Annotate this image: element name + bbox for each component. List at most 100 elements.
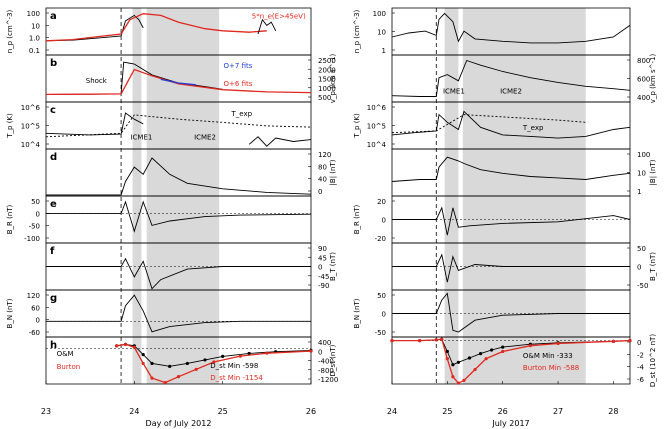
y-axis-label: |B| (nT) [329,159,337,185]
panel-3: 10^6 10^5 10^4 T_p (K) T_exp [353,101,631,150]
y-axis-label: D_st (nT) [329,344,337,376]
y-tick-label: 0.1 [29,47,40,55]
y-tick-label: 50 [31,198,40,206]
y-tick-label: 0 [36,317,40,325]
series-point [501,345,505,349]
series-point [212,360,216,364]
series-line-1 [45,61,223,95]
series-point [434,338,438,342]
annotation-om_name: O&M [57,350,74,358]
annotation-t_exp: T_exp [231,110,253,118]
series-line-3 [160,78,197,86]
y-axis-label: B_T (nT) [649,252,657,281]
annotation-shock: Shock [86,77,108,85]
panel-letter: e [50,199,57,210]
y-tick-label: 50 [377,292,386,300]
series-point [309,349,313,353]
series-point [123,342,128,346]
series-point [265,351,269,355]
y-axis-label: D_st (10^2 nT) [649,334,657,387]
annotation-ann: 5*n_e(E>45eV) [252,12,306,20]
y-tick-label: 0 [318,188,322,196]
y-axis-label: B_R (nT) [353,204,361,234]
series-point [115,344,119,348]
panel-letter: d [50,152,57,163]
y-tick-label: 10^4 [21,141,41,149]
y-tick-label: 1 [637,188,641,196]
series-point [462,378,466,382]
series-point [132,345,136,349]
series-point [390,339,394,343]
series-point [247,351,251,356]
y-tick-label: 100 [373,10,386,18]
y-tick-label: -20 [375,235,386,243]
series-line-1 [392,292,630,333]
y-tick-label: -1200 [318,376,338,384]
y-tick-label: 1500 [318,76,336,84]
panel-frame [391,336,631,385]
x-tick-label: 24 [387,407,397,416]
y-tick-label: -50 [637,282,648,290]
y-tick-label: 60 [31,304,40,312]
y-tick-label: 0 [318,348,322,356]
y-tick-label: 10^6 [367,104,387,112]
series-line-1 [45,112,144,136]
panel-8: 0 -2 -4 -6 D_st (10^2 nT) O&M Min -333 Burton … [390,334,657,387]
y-tick-label: 10 [377,29,386,37]
y-tick-label: 600 [637,76,650,84]
y-tick-label: 120 [27,292,40,300]
series-point [556,341,560,346]
panel-letter: c [50,105,56,116]
y-tick-label: 0 [382,217,386,225]
x-tick-label: 24 [129,407,139,416]
y-tick-label: 80 [318,163,327,171]
annotation-o6: O+6 fits [224,80,253,88]
y-tick-label: 400 [637,94,650,102]
annotation-icme2: ICME2 [194,134,216,142]
series-point [445,349,449,354]
y-axis-label: n_p (cm^-3) [6,9,14,53]
panel-3: 10^6 10^5 10^4 T_p (K) c T_exp ICME1 ICME2 [6,101,312,150]
x-tick-label: 23 [41,407,51,416]
annotation-om_min: O&M Min -333 [523,352,573,360]
y-tick-label: 0 [637,264,641,272]
y-tick-label: -50 [29,223,40,231]
y-tick-label: 0 [318,264,322,272]
panel-7: 120 60 0 -60 B_N (nT) g [6,289,312,338]
panel-letter: h [50,340,57,351]
series-line-2 [45,68,312,96]
annotation-t_exp: T_exp [522,124,544,132]
y-tick-label: 10^5 [21,123,40,131]
y-tick-label: -90 [318,282,329,290]
y-tick-label: 20 [377,198,386,206]
panel-letter: f [50,246,55,257]
panel-letter: b [50,58,57,69]
y-tick-label: 10^5 [367,123,386,131]
series-point [628,339,632,343]
series-point [141,361,145,366]
y-axis-label: T_p (K) [6,113,14,139]
series-point [168,364,172,368]
series-line-2 [391,114,586,134]
series-point [176,375,181,379]
series-point [490,348,494,352]
y-tick-label: -50 [375,329,386,337]
annotation-o7: O+7 fits [224,62,253,70]
panel-letter: g [50,293,57,304]
series-point [484,357,488,361]
series-line-1 [391,59,631,97]
series-point [185,361,189,366]
annotation-burton_name: Burton [57,363,81,371]
x-tick-label: 27 [553,407,563,416]
series-point [221,354,225,358]
y-axis-label: |B| (nT) [649,159,657,185]
x-tick-label: 26 [498,407,508,416]
y-tick-label: -60 [29,329,40,337]
annotation-icme2: ICME2 [500,88,522,96]
